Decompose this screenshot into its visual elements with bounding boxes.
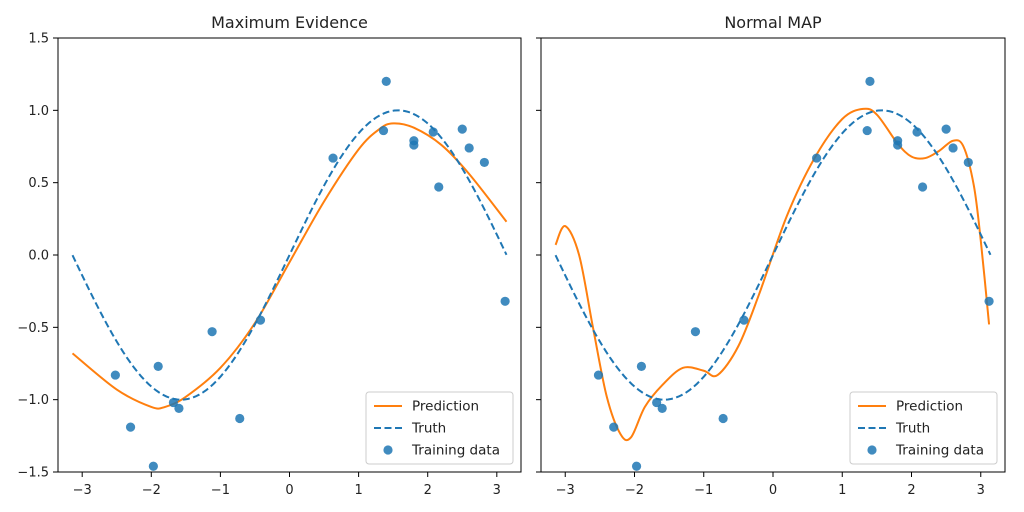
x-tick-label: −3 <box>556 483 575 498</box>
scatter-point <box>479 157 489 168</box>
scatter-point <box>328 153 338 163</box>
x-tick-label: 2 <box>907 483 915 498</box>
x-tick-label: −1 <box>694 483 713 498</box>
x-tick-label: 2 <box>424 483 432 498</box>
scatter-point <box>812 153 822 163</box>
scatter-point <box>657 403 667 413</box>
chart-title: Maximum Evidence <box>211 13 368 32</box>
x-tick-label: −2 <box>142 483 161 498</box>
scatter-point <box>378 125 389 136</box>
x-tick-label: −3 <box>73 483 92 498</box>
series-line-prediction <box>554 107 991 442</box>
scatter-point <box>457 124 467 134</box>
y-tick-label: −1.5 <box>17 466 49 481</box>
scatter-point <box>739 315 749 325</box>
series-line-prediction <box>71 122 508 410</box>
scatter-point <box>434 182 444 192</box>
scatter-point <box>428 127 438 137</box>
scatter-point <box>235 413 245 424</box>
scatter-point <box>893 140 903 150</box>
y-tick-label: 0.5 <box>28 176 49 191</box>
scatter-point <box>948 143 958 153</box>
legend: Prediction Truth Training data <box>365 391 514 465</box>
legend-label: Truth <box>895 421 930 437</box>
scatter-point <box>912 127 922 137</box>
series-line-truth <box>71 109 508 401</box>
plot-area <box>554 76 994 471</box>
scatter-point <box>652 397 662 408</box>
y-tick-label: 0.0 <box>28 249 49 264</box>
scatter-point <box>636 361 647 371</box>
plot-area <box>71 76 510 471</box>
scatter-point <box>609 422 619 432</box>
x-tick-label: 0 <box>769 483 777 498</box>
scatter-point <box>984 296 994 306</box>
scatter-point <box>718 413 728 424</box>
y-tick-label: 1.5 <box>28 32 49 47</box>
axes-frame <box>540 37 1006 473</box>
scatter-point <box>174 403 184 413</box>
x-tick-label: 1 <box>838 483 846 498</box>
y-tick-label: −0.5 <box>17 321 49 336</box>
scatter-point <box>690 327 701 337</box>
legend-box <box>365 391 514 465</box>
scatter-point <box>110 370 120 380</box>
legend-label: Training data <box>411 443 500 459</box>
scatter-point <box>963 157 973 168</box>
x-tick-label: 3 <box>493 483 501 498</box>
axes-frame <box>57 37 522 473</box>
scatter-point <box>865 76 875 86</box>
x-tick-label: 3 <box>977 483 985 498</box>
scatter-point <box>207 327 217 337</box>
scatter-point <box>917 182 928 192</box>
legend-label: Truth <box>411 421 446 437</box>
scatter-point <box>148 461 158 471</box>
legend-box <box>849 391 998 465</box>
scatter-point <box>593 370 604 380</box>
scatter-point <box>862 125 872 136</box>
chart-title: Normal MAP <box>724 13 822 32</box>
legend-swatch <box>383 445 393 455</box>
legend-swatch <box>867 445 877 455</box>
scatter-point <box>464 143 474 153</box>
scatter-point <box>125 422 136 432</box>
legend-label: Training data <box>895 443 984 459</box>
scatter-point <box>153 361 163 371</box>
chart-panel-2: Normal MAP −3 −2 −1 0 1 2 3 Prediction Truth Train… <box>536 13 1006 498</box>
x-tick-label: −2 <box>625 483 644 498</box>
legend: Prediction Truth Training data <box>849 391 998 465</box>
scatter-point <box>168 397 179 408</box>
chart-panel-1: Maximum Evidence −3 −2 −1 0 1 2 3 −1.5 −1.0 −0.5 0.… <box>17 13 522 498</box>
scatter-point <box>409 140 419 150</box>
scatter-point <box>631 461 642 471</box>
scatter-point <box>500 296 510 306</box>
y-tick-label: 1.0 <box>28 104 49 119</box>
legend-label: Prediction <box>412 399 479 415</box>
y-tick-label: −1.0 <box>17 393 49 408</box>
x-tick-label: 1 <box>354 483 362 498</box>
scatter-point <box>255 315 266 325</box>
legend-label: Prediction <box>896 399 963 415</box>
scatter-point <box>381 76 391 86</box>
scatter-point <box>941 124 951 134</box>
x-tick-label: −1 <box>211 483 230 498</box>
x-tick-label: 0 <box>285 483 293 498</box>
